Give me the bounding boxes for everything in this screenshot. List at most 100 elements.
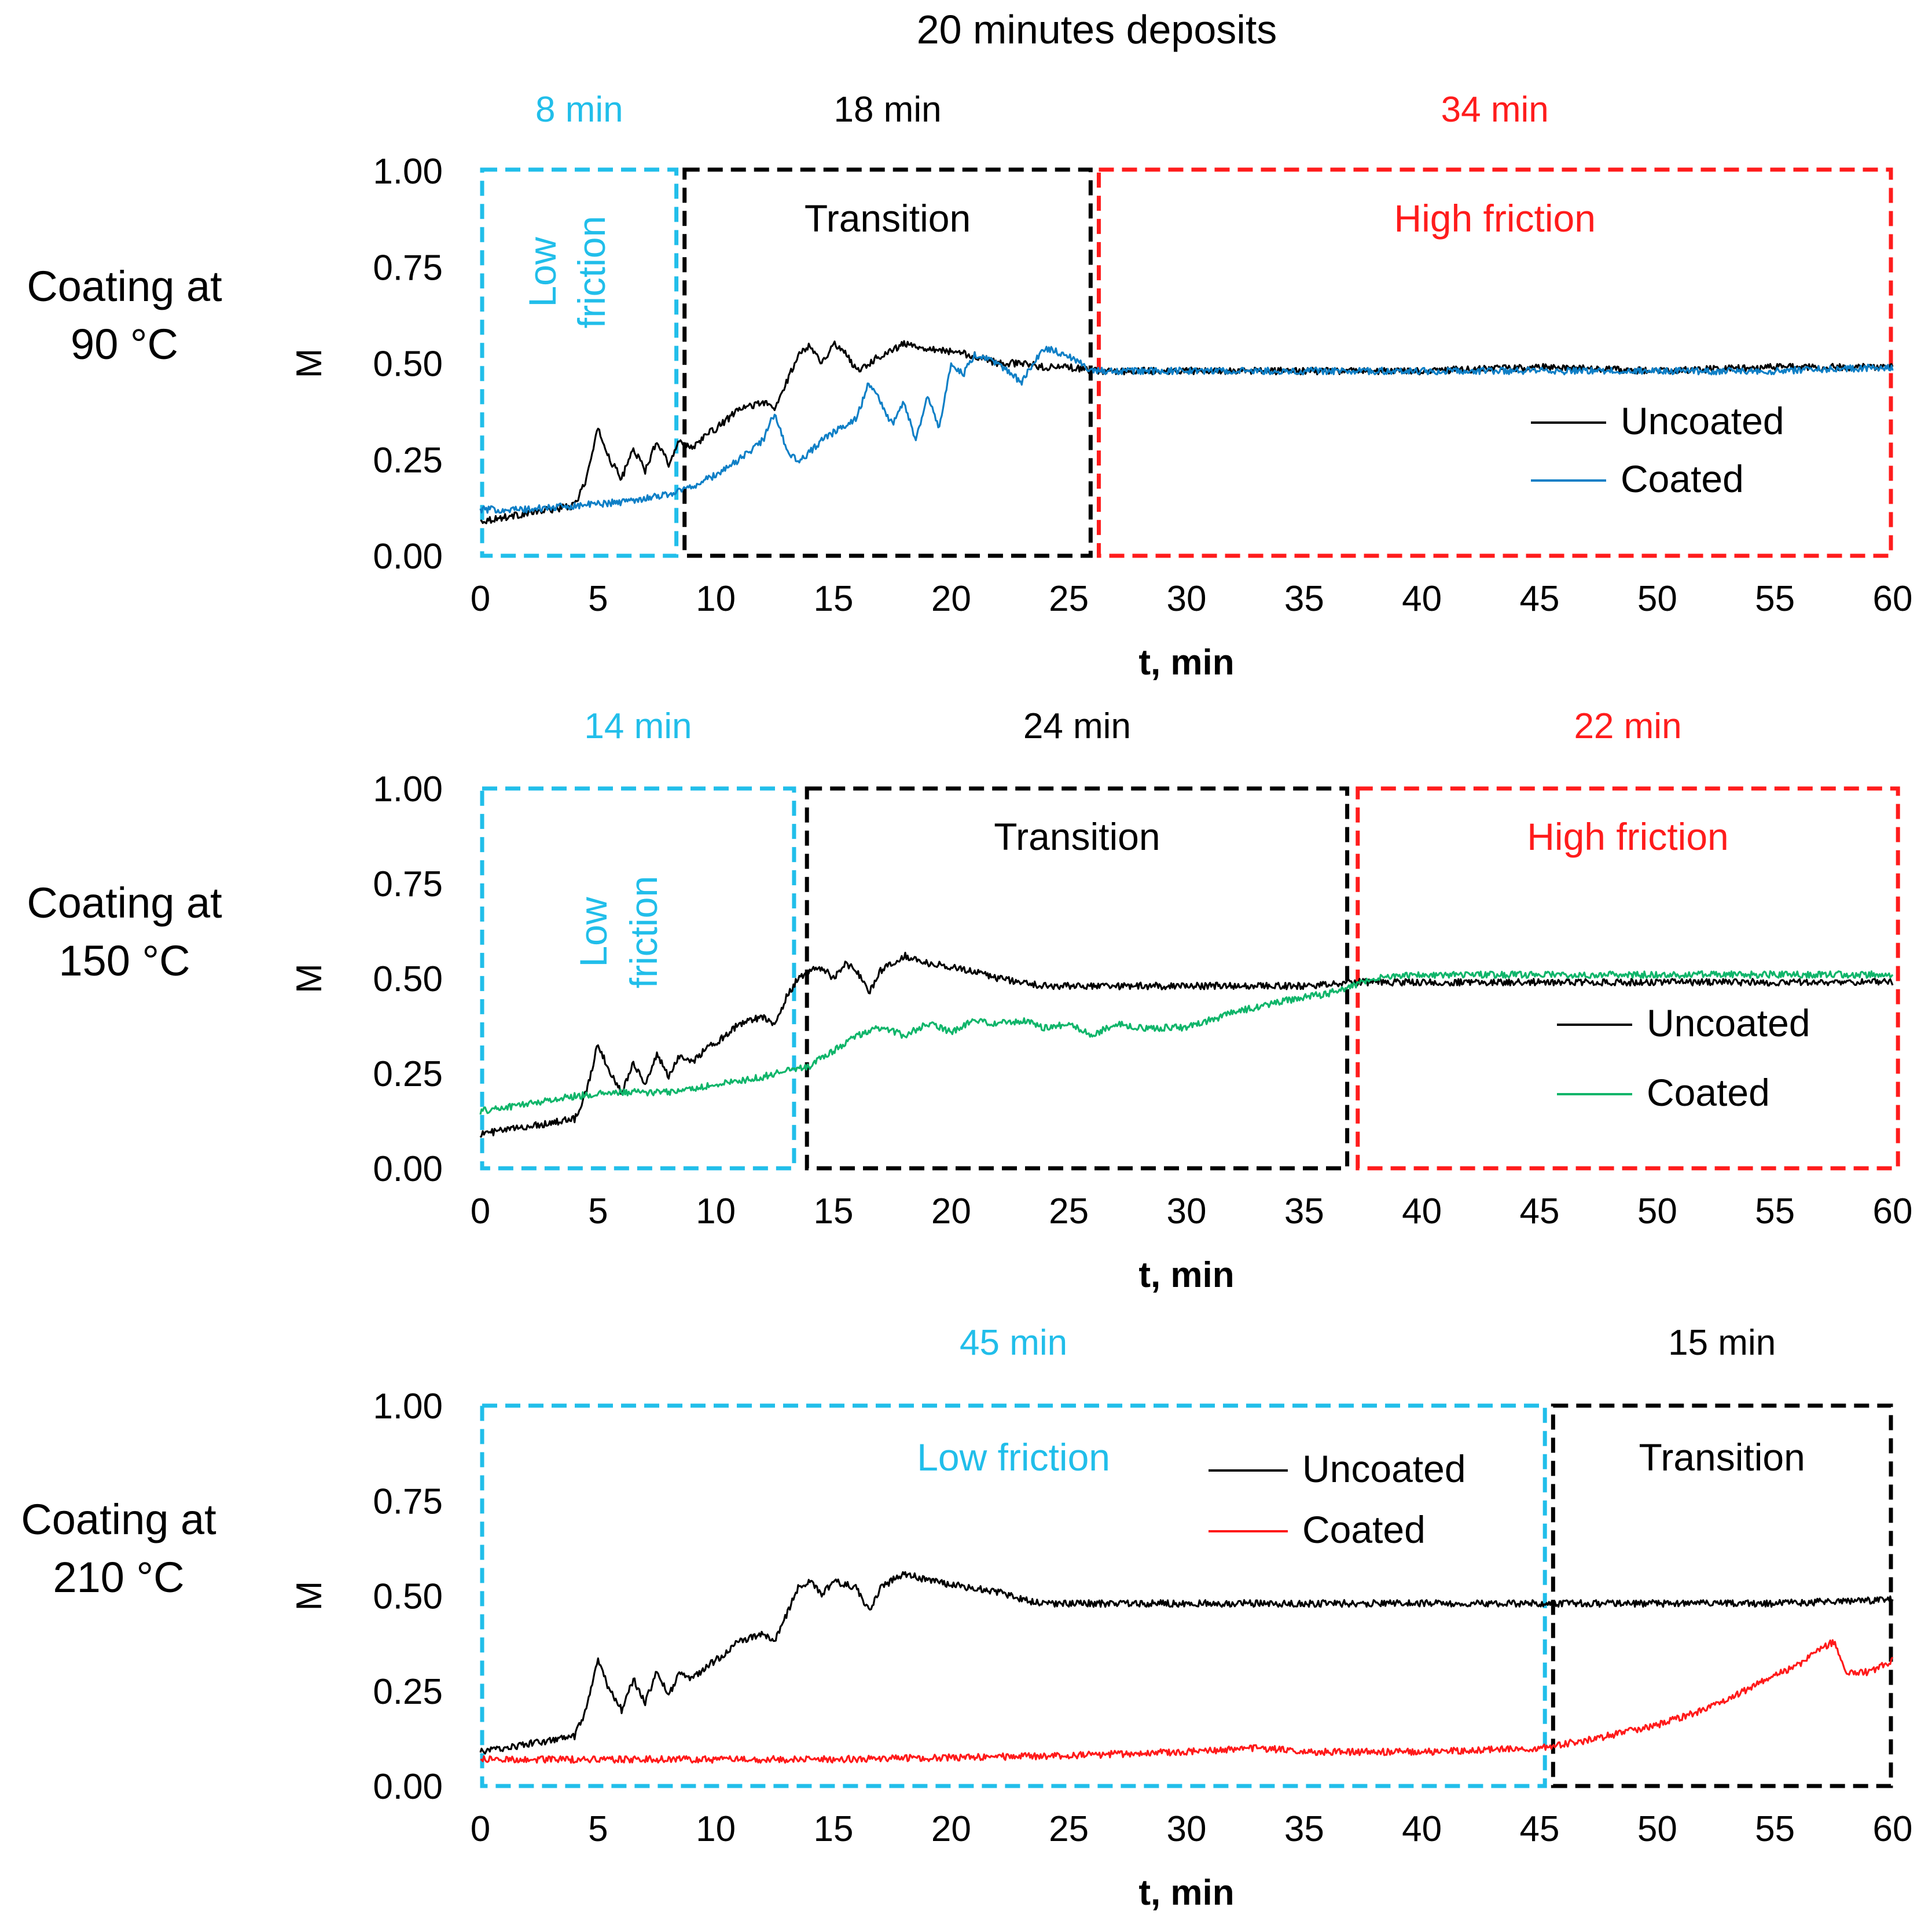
y-tick-label: 0.00 (373, 1149, 443, 1189)
region-duration-label: 22 min (1574, 706, 1681, 746)
x-tick-label: 20 (931, 1809, 971, 1849)
x-tick-label: 30 (1167, 579, 1207, 619)
x-tick-label: 35 (1284, 1191, 1324, 1231)
x-tick-label: 25 (1049, 1809, 1089, 1849)
x-tick-label: 45 (1520, 1191, 1560, 1231)
x-tick-label: 25 (1049, 1191, 1089, 1231)
region-duration-label: 45 min (960, 1323, 1067, 1363)
panel-coating-90: Coating at 90 °C 0.00 0.25 0.50 0.75 1.00 M 0 5 10… (27, 90, 1912, 683)
region-duration-label: 8 min (535, 90, 623, 130)
y-tick-label: 0.25 (373, 1054, 443, 1094)
region-duration-label: 14 min (584, 706, 692, 746)
x-tick-label: 55 (1755, 579, 1795, 619)
region-label: Transition (805, 197, 971, 240)
x-tick-label: 20 (931, 579, 971, 619)
x-tick-label: 15 (814, 579, 854, 619)
row-label-line: Coating at (27, 262, 222, 310)
x-tick-label: 40 (1402, 1191, 1442, 1231)
region-box (1356, 786, 1900, 1171)
x-tick-label: 55 (1755, 1809, 1795, 1849)
x-tick-label: 10 (696, 1191, 736, 1231)
x-tick-label: 50 (1637, 1191, 1677, 1231)
x-tick-label: 10 (696, 579, 736, 619)
row-label-line: Coating at (27, 879, 222, 927)
x-tick-label: 35 (1284, 1809, 1324, 1849)
series-line-coated (480, 1639, 1894, 1764)
region-duration-label: 18 min (833, 90, 941, 130)
x-tick-label: 35 (1284, 579, 1324, 619)
y-tick-label: 0.75 (373, 864, 443, 904)
legend-label: Coated (1302, 1508, 1426, 1551)
x-tick-label: 10 (696, 1809, 736, 1849)
y-tick-label: 0.50 (373, 1577, 443, 1617)
y-tick-label: 1.00 (373, 152, 443, 192)
x-tick-label: 45 (1520, 579, 1560, 619)
region-label: High friction (1394, 197, 1595, 240)
region-box (1096, 167, 1893, 558)
y-tick-label: 0.00 (373, 1767, 443, 1807)
x-axis-title: t, min (1138, 643, 1234, 683)
region-label-line: Low (572, 897, 615, 967)
y-tick-label: 0.50 (373, 344, 443, 384)
x-tick-label: 30 (1167, 1191, 1207, 1231)
row-label-line: 210 °C (53, 1553, 184, 1601)
region-box (480, 167, 679, 558)
x-tick-label: 40 (1402, 579, 1442, 619)
region-label: High friction (1527, 815, 1728, 858)
region-label-line: Low (521, 237, 564, 307)
x-tick-label: 40 (1402, 1809, 1442, 1849)
x-tick-label: 50 (1637, 1809, 1677, 1849)
panel-coating-210: Coating at 210 °C 0.00 0.25 0.50 0.75 1.00 M 0 5 1… (21, 1323, 1912, 1913)
series-line-coated (479, 970, 1894, 1115)
region-label: Transition (1639, 1436, 1805, 1479)
y-tick-label: 0.75 (373, 1481, 443, 1521)
y-tick-label: 0.50 (373, 959, 443, 999)
y-tick-label: 0.00 (373, 537, 443, 577)
region-box (1551, 1403, 1893, 1788)
y-tick-label: 0.25 (373, 441, 443, 481)
x-tick-label: 5 (588, 579, 608, 619)
y-tick-label: 0.75 (373, 248, 443, 288)
legend-label: Uncoated (1621, 399, 1784, 442)
region-box (480, 1403, 1547, 1788)
chart-title: 20 minutes deposits (917, 7, 1277, 52)
region-box (805, 786, 1350, 1171)
legend-label: Uncoated (1647, 1002, 1810, 1044)
row-label-line: 90 °C (71, 320, 178, 368)
x-tick-label: 15 (814, 1809, 854, 1849)
x-tick-label: 60 (1873, 1809, 1913, 1849)
region-label: Low friction (917, 1436, 1110, 1479)
x-axis-title: t, min (1138, 1873, 1234, 1913)
series-line-uncoated (479, 952, 1894, 1138)
y-axis-title: M (289, 963, 329, 993)
x-tick-label: 5 (588, 1191, 608, 1231)
x-tick-label: 5 (588, 1809, 608, 1849)
x-tick-label: 15 (814, 1191, 854, 1231)
x-tick-label: 30 (1167, 1809, 1207, 1849)
legend-label: Coated (1621, 457, 1744, 500)
y-axis-title: M (289, 349, 329, 379)
region-label-line: friction (570, 216, 613, 328)
y-tick-label: 1.00 (373, 1387, 443, 1426)
region-duration-label: 24 min (1023, 706, 1131, 746)
x-tick-label: 45 (1520, 1809, 1560, 1849)
row-label-line: 150 °C (58, 937, 190, 985)
legend-label: Coated (1647, 1071, 1770, 1114)
row-label-line: Coating at (21, 1495, 216, 1543)
y-axis-title: M (289, 1581, 329, 1611)
x-tick-label: 0 (471, 1809, 490, 1849)
x-tick-label: 60 (1873, 1191, 1913, 1231)
x-tick-label: 20 (931, 1191, 971, 1231)
region-duration-label: 15 min (1668, 1323, 1776, 1363)
y-tick-label: 0.25 (373, 1672, 443, 1712)
panel-coating-150: Coating at 150 °C 0.00 0.25 0.50 0.75 1.00 M 0 5 1… (27, 706, 1912, 1295)
x-tick-label: 0 (471, 579, 490, 619)
x-tick-label: 55 (1755, 1191, 1795, 1231)
x-tick-label: 60 (1873, 579, 1913, 619)
x-tick-label: 25 (1049, 579, 1089, 619)
region-label-line: friction (622, 876, 665, 988)
legend-label: Uncoated (1302, 1447, 1466, 1490)
region-label: Transition (994, 815, 1160, 858)
y-tick-label: 1.00 (373, 769, 443, 809)
